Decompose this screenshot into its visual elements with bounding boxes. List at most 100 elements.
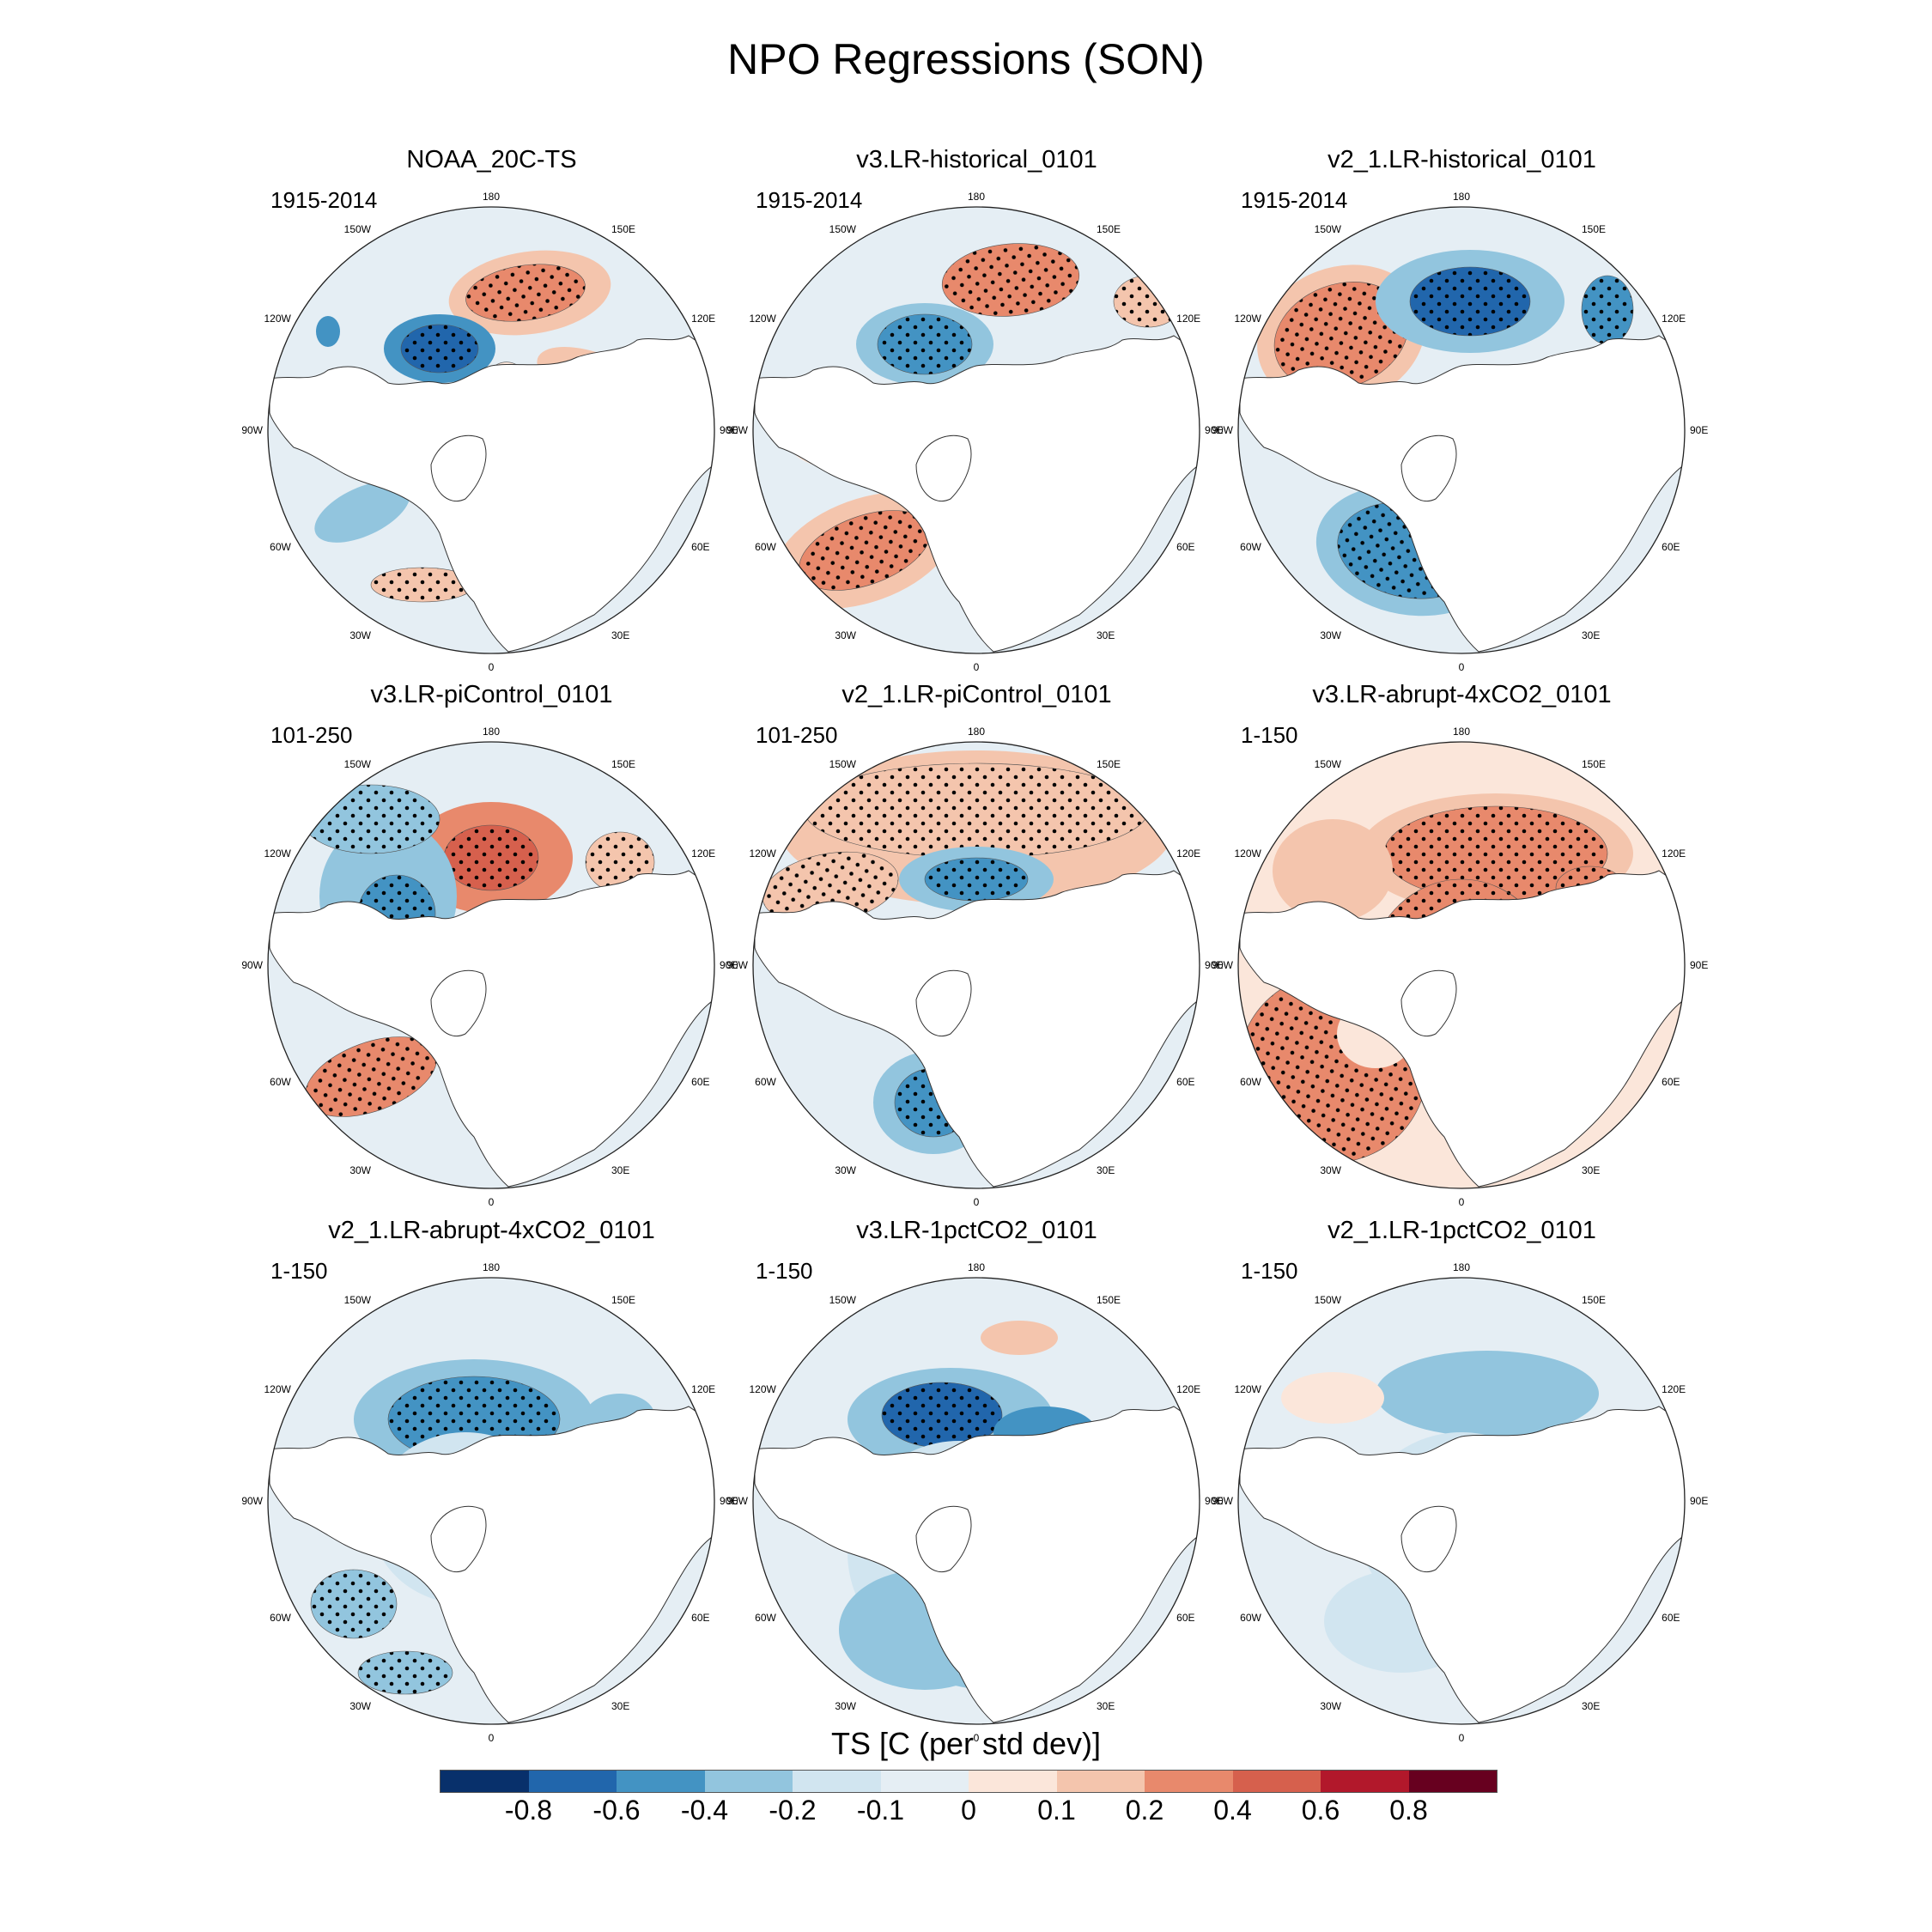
colorbar-swatch [528,1771,617,1792]
lon-label-0: 0 [974,1732,980,1744]
significance-stipple [400,324,479,374]
colorbar-title: TS [C (per std dev)] [830,1726,1102,1761]
map-border [752,1277,1200,1725]
lon-label-90w: 90W [241,959,263,971]
colorbar-swatch [1321,1771,1409,1792]
lon-label-0: 0 [489,1732,495,1744]
panel-title: v3.LR-1pctCO2_0101 [856,1217,1097,1244]
lon-label-120e: 120E [1662,313,1686,325]
lon-label-180: 180 [968,191,985,203]
significance-stipple [1409,266,1531,337]
lon-label-30w: 30W [835,1700,856,1712]
lon-label-150w: 150W [344,223,372,235]
lon-label-150e: 150E [611,758,635,770]
colorbar-swatch [617,1771,705,1792]
lon-label-120w: 120W [264,1383,291,1395]
lon-label-150w: 150W [1315,223,1342,235]
lon-label-180: 180 [483,191,500,203]
lon-label-90w: 90W [241,1495,263,1507]
colorbar-swatch [969,1771,1057,1792]
panel-title: v3.LR-piControl_0101 [370,681,613,708]
significance-stipple [941,243,1080,317]
lon-label-150e: 150E [1582,223,1606,235]
lon-label-60e: 60E [1176,541,1194,553]
map-panel: v2_1.LR-piControl_0101 101-250 180 150W 1… [726,681,1223,1208]
lon-label-90w: 90W [726,424,748,436]
lon-label-120e: 120E [1662,1383,1686,1395]
lon-label-30w: 30W [835,629,856,641]
lon-label-60e: 60E [691,541,709,553]
lon-label-150w: 150W [1315,1294,1342,1306]
colorbar-tick-label: 0.1 [1037,1795,1076,1826]
lon-label-30w: 30W [1320,629,1341,641]
colorbar-tick-label: 0.2 [1125,1795,1164,1826]
anomaly-region [981,1321,1058,1355]
lon-label-30e: 30E [1097,1700,1115,1712]
lon-label-90e: 90E [720,959,738,971]
lon-label-60w: 60W [270,1612,291,1624]
lon-label-30w: 30W [349,1164,371,1176]
significance-stipple [924,857,1029,902]
colorbar-tick-label: -0.4 [680,1795,729,1826]
significance-stipple [1113,275,1183,328]
lon-label-0: 0 [974,1196,980,1208]
greenland-outline [430,434,487,501]
lon-label-180: 180 [968,726,985,738]
lon-label-60w: 60W [755,1076,776,1088]
lon-label-0: 0 [1459,1196,1465,1208]
lon-label-90e: 90E [720,424,738,436]
colorbar-swatch [1408,1771,1497,1792]
lon-label-150e: 150E [1097,1294,1121,1306]
polar-map: 180 150W 150E 120W 120E 90W 90E 60W 60E … [1212,726,1708,1208]
map-border [752,206,1200,654]
significance-stipple [357,1650,453,1695]
anomaly-region [1376,1351,1599,1437]
lon-label-30e: 30E [1582,1164,1600,1176]
lon-label-150e: 150E [1582,1294,1606,1306]
lon-label-90e: 90E [1690,959,1708,971]
lon-label-120w: 120W [1234,313,1261,325]
greenland-outline [915,1505,972,1572]
lon-label-0: 0 [1459,661,1465,673]
land-mask [269,1406,714,1723]
polar-map: 180 150W 150E 120W 120E 90W 90E 60W 60E … [726,726,1223,1208]
lon-label-30e: 30E [611,629,629,641]
lon-label-60e: 60E [1662,541,1680,553]
lon-label-60e: 60E [1662,1076,1680,1088]
colorbar-tick-label: -0.6 [592,1795,641,1826]
lon-label-120e: 120E [1176,313,1200,325]
lon-label-30e: 30E [1582,1700,1600,1712]
lon-label-0: 0 [489,1196,495,1208]
lon-label-180: 180 [1453,1261,1470,1273]
panel-period: 1915-2014 [270,187,378,213]
map-border [1237,206,1686,654]
polar-map: 180 150W 150E 120W 120E 90W 90E 60W 60E … [726,191,1223,673]
figure-title: NPO Regressions (SON) [727,35,1205,83]
lon-label-30w: 30W [1320,1700,1341,1712]
colorbar-tick-label: 0.6 [1301,1795,1340,1826]
map-border [1237,741,1686,1189]
lon-label-60w: 60W [1240,541,1261,553]
lon-label-120e: 120E [1176,848,1200,860]
lon-label-180: 180 [483,726,500,738]
land-mask [269,335,714,653]
lon-label-120e: 120E [1176,1383,1200,1395]
lon-label-90e: 90E [1205,959,1223,971]
lon-label-90w: 90W [1212,424,1233,436]
lon-label-0: 0 [974,661,980,673]
map-panel: NOAA_20C-TS 1915-2014 180 150W 150E 120W … [241,146,738,673]
lon-label-0: 0 [489,661,495,673]
map-panel: v3.LR-1pctCO2_0101 1-150 180 150W 150E 12… [726,1217,1223,1744]
colorbar-tick-label: 0 [961,1795,976,1826]
map-border [752,741,1200,1189]
lon-label-30w: 30W [835,1164,856,1176]
panel-title: v2_1.LR-abrupt-4xCO2_0101 [328,1217,655,1244]
panel-period: 1915-2014 [756,187,863,213]
lon-label-180: 180 [1453,726,1470,738]
lon-label-180: 180 [1453,191,1470,203]
lon-label-60e: 60E [691,1612,709,1624]
lon-label-150w: 150W [344,1294,372,1306]
map-border [267,1277,715,1725]
significance-stipple [465,264,586,322]
map-panel: v2_1.LR-historical_0101 1915-2014 180 150… [1212,146,1708,673]
